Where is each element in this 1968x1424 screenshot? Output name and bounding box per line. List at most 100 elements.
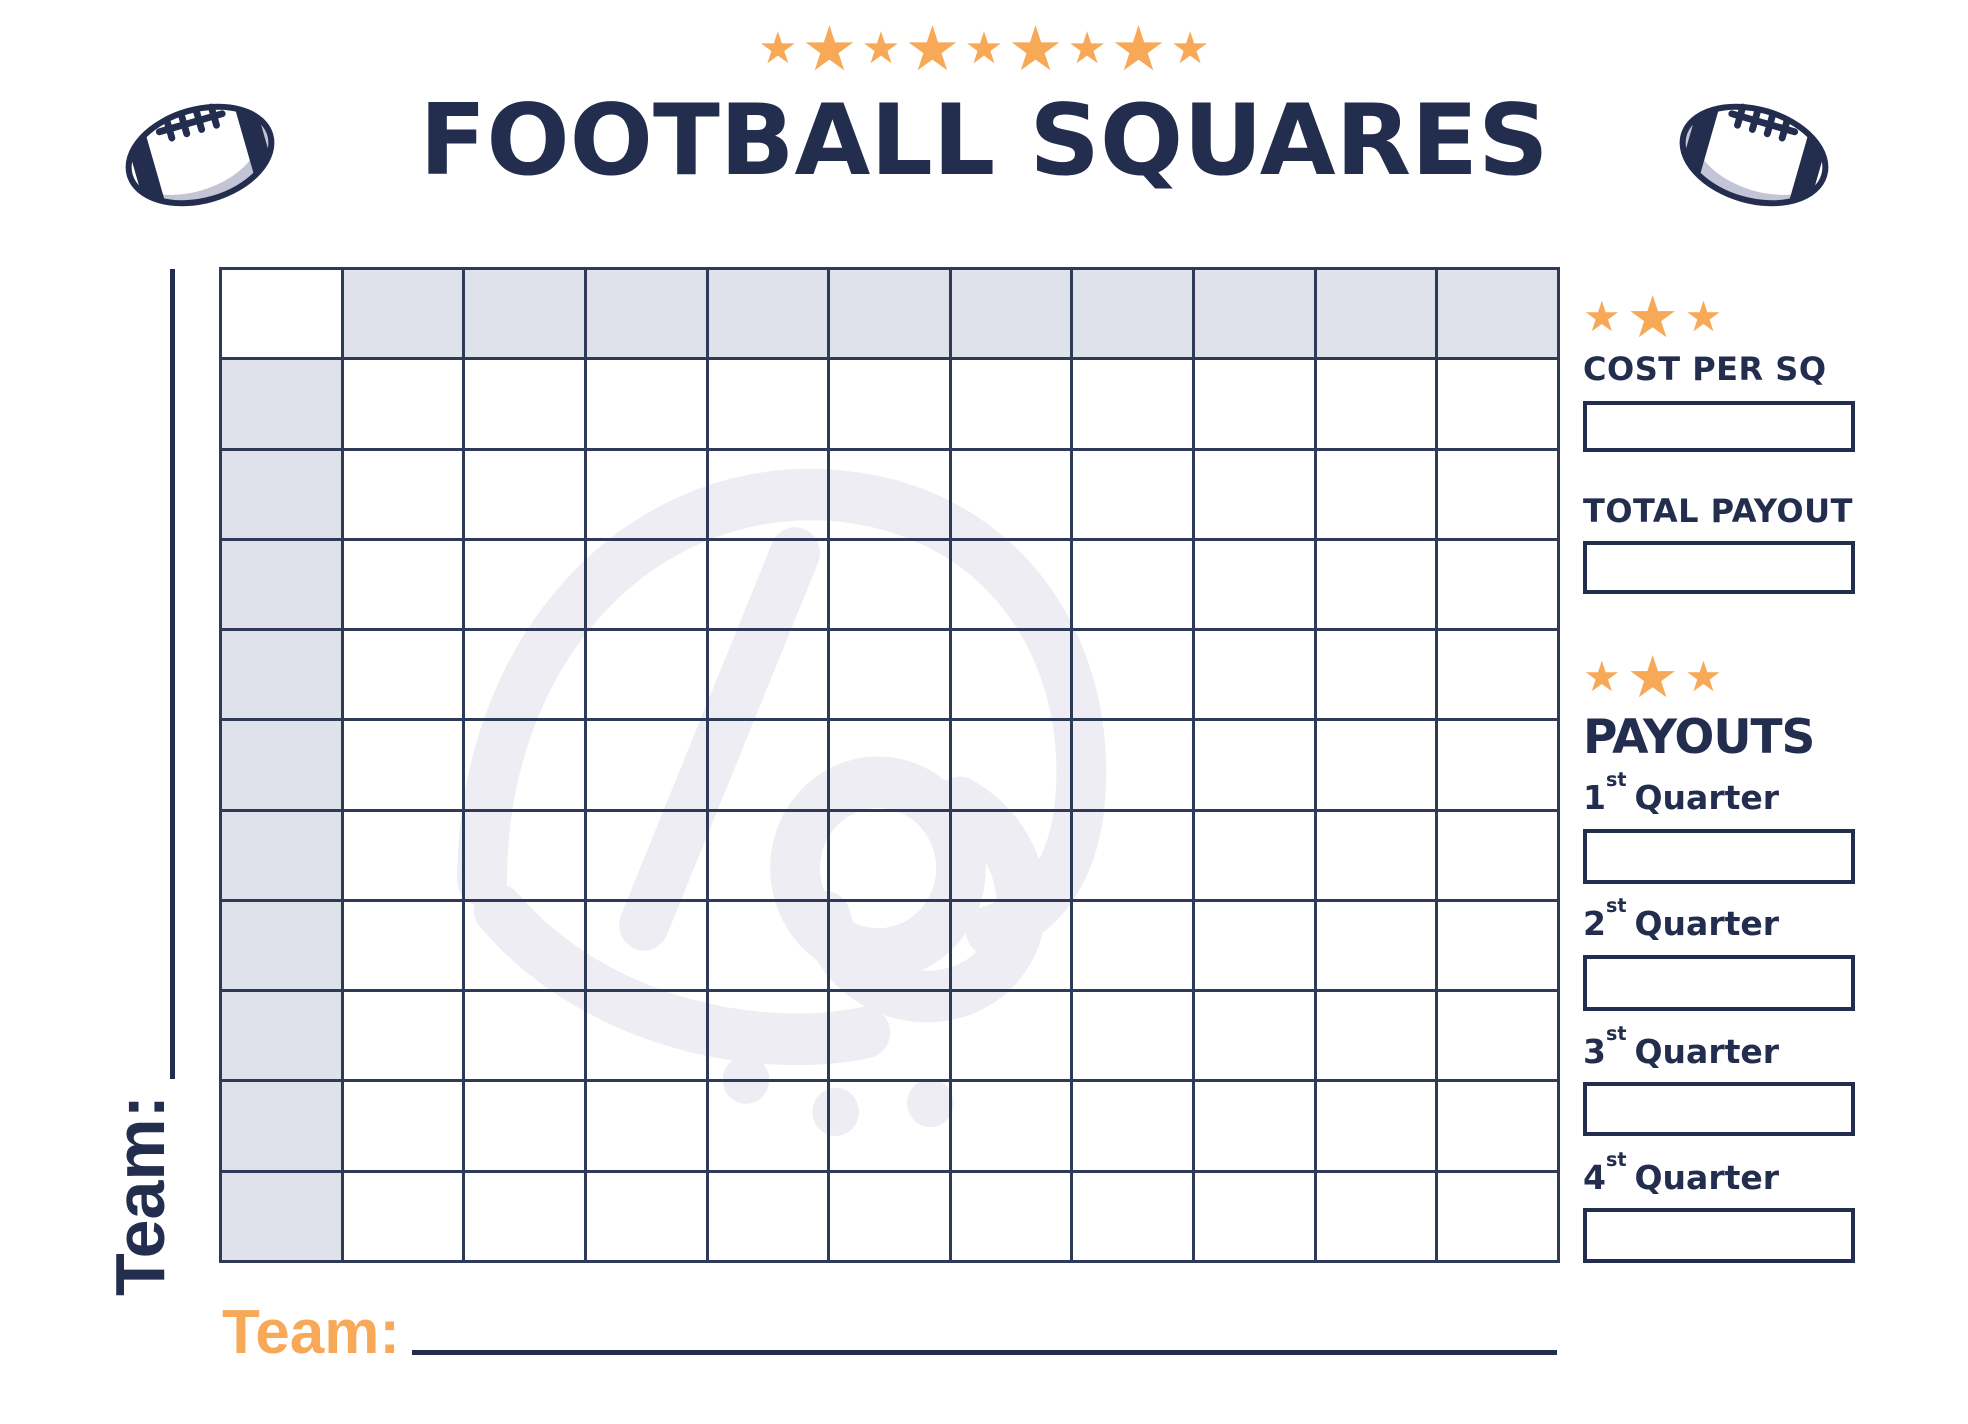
grid-square-cell[interactable] bbox=[1070, 447, 1195, 541]
grid-square-cell[interactable] bbox=[948, 357, 1074, 451]
grid-square-cell[interactable] bbox=[1435, 357, 1560, 451]
grid-square-cell[interactable] bbox=[583, 898, 709, 993]
grid-square-cell[interactable] bbox=[705, 628, 831, 722]
grid-square-cell[interactable] bbox=[340, 1169, 466, 1264]
grid-square-cell[interactable] bbox=[462, 1169, 587, 1264]
grid-square-cell[interactable] bbox=[340, 357, 466, 451]
grid-square-cell[interactable] bbox=[462, 989, 587, 1083]
grid-square-cell[interactable] bbox=[583, 1169, 709, 1264]
grid-number-cell-left[interactable] bbox=[219, 628, 344, 722]
grid-square-cell[interactable] bbox=[583, 989, 709, 1083]
grid-square-cell[interactable] bbox=[827, 1079, 952, 1173]
grid-square-cell[interactable] bbox=[1192, 357, 1317, 451]
grid-number-cell-top[interactable] bbox=[1435, 266, 1560, 361]
grid-square-cell[interactable] bbox=[1192, 718, 1317, 812]
grid-square-cell[interactable] bbox=[705, 537, 831, 632]
grid-square-cell[interactable] bbox=[340, 898, 466, 993]
grid-square-cell[interactable] bbox=[340, 628, 466, 722]
grid-square-cell[interactable] bbox=[705, 1079, 831, 1173]
grid-square-cell[interactable] bbox=[1192, 808, 1317, 902]
grid-square-cell[interactable] bbox=[1192, 628, 1317, 722]
grid-square-cell[interactable] bbox=[705, 718, 831, 812]
grid-square-cell[interactable] bbox=[705, 898, 831, 993]
grid-square-cell[interactable] bbox=[948, 718, 1074, 812]
grid-square-cell[interactable] bbox=[827, 537, 952, 632]
grid-number-cell-left[interactable] bbox=[219, 357, 344, 451]
grid-square-cell[interactable] bbox=[1435, 537, 1560, 632]
grid-square-cell[interactable] bbox=[583, 1079, 709, 1173]
grid-square-cell[interactable] bbox=[1313, 1079, 1439, 1173]
grid-number-cell-left[interactable] bbox=[219, 989, 344, 1083]
grid-square-cell[interactable] bbox=[948, 989, 1074, 1083]
grid-number-cell-top[interactable] bbox=[827, 266, 952, 361]
grid-number-cell-top[interactable] bbox=[340, 266, 466, 361]
grid-square-cell[interactable] bbox=[340, 808, 466, 902]
grid-square-cell[interactable] bbox=[583, 447, 709, 541]
grid-square-cell[interactable] bbox=[462, 628, 587, 722]
grid-number-cell-top[interactable] bbox=[1192, 266, 1317, 361]
grid-square-cell[interactable] bbox=[340, 1079, 466, 1173]
grid-square-cell[interactable] bbox=[462, 537, 587, 632]
grid-square-cell[interactable] bbox=[1435, 1169, 1560, 1264]
grid-square-cell[interactable] bbox=[1435, 718, 1560, 812]
grid-square-cell[interactable] bbox=[1313, 357, 1439, 451]
grid-number-cell-left[interactable] bbox=[219, 1079, 344, 1173]
grid-square-cell[interactable] bbox=[705, 989, 831, 1083]
grid-square-cell[interactable] bbox=[948, 808, 1074, 902]
quarter-3-payout-input[interactable] bbox=[1583, 1082, 1855, 1136]
grid-number-cell-left[interactable] bbox=[219, 718, 344, 812]
grid-number-cell-left[interactable] bbox=[219, 898, 344, 993]
grid-square-cell[interactable] bbox=[1313, 898, 1439, 993]
grid-square-cell[interactable] bbox=[462, 898, 587, 993]
grid-square-cell[interactable] bbox=[340, 447, 466, 541]
grid-square-cell[interactable] bbox=[705, 447, 831, 541]
grid-square-cell[interactable] bbox=[705, 1169, 831, 1264]
grid-square-cell[interactable] bbox=[583, 628, 709, 722]
grid-square-cell[interactable] bbox=[1313, 628, 1439, 722]
grid-number-cell-top[interactable] bbox=[1070, 266, 1195, 361]
grid-number-cell-top[interactable] bbox=[705, 266, 831, 361]
grid-square-cell[interactable] bbox=[1313, 718, 1439, 812]
grid-square-cell[interactable] bbox=[827, 989, 952, 1083]
grid-square-cell[interactable] bbox=[827, 628, 952, 722]
team-name-line-bottom[interactable] bbox=[412, 1350, 1557, 1355]
grid-square-cell[interactable] bbox=[462, 357, 587, 451]
grid-number-cell-top[interactable] bbox=[1313, 266, 1439, 361]
grid-square-cell[interactable] bbox=[462, 1079, 587, 1173]
grid-square-cell[interactable] bbox=[1192, 1169, 1317, 1264]
grid-square-cell[interactable] bbox=[1313, 989, 1439, 1083]
grid-square-cell[interactable] bbox=[1192, 537, 1317, 632]
quarter-1-payout-input[interactable] bbox=[1583, 829, 1855, 884]
grid-number-cell-top[interactable] bbox=[462, 266, 587, 361]
grid-number-cell-left[interactable] bbox=[219, 808, 344, 902]
grid-square-cell[interactable] bbox=[1192, 447, 1317, 541]
grid-square-cell[interactable] bbox=[583, 808, 709, 902]
grid-square-cell[interactable] bbox=[462, 808, 587, 902]
grid-square-cell[interactable] bbox=[1435, 898, 1560, 993]
grid-number-cell-left[interactable] bbox=[219, 447, 344, 541]
grid-square-cell[interactable] bbox=[1313, 1169, 1439, 1264]
grid-square-cell[interactable] bbox=[827, 447, 952, 541]
grid-square-cell[interactable] bbox=[1435, 989, 1560, 1083]
grid-square-cell[interactable] bbox=[583, 357, 709, 451]
grid-square-cell[interactable] bbox=[1070, 628, 1195, 722]
quarter-4-payout-input[interactable] bbox=[1583, 1208, 1855, 1263]
grid-corner-cell[interactable] bbox=[219, 266, 344, 361]
grid-square-cell[interactable] bbox=[705, 808, 831, 902]
grid-square-cell[interactable] bbox=[1313, 808, 1439, 902]
grid-square-cell[interactable] bbox=[827, 808, 952, 902]
grid-square-cell[interactable] bbox=[1070, 1169, 1195, 1264]
grid-number-cell-top[interactable] bbox=[948, 266, 1074, 361]
grid-square-cell[interactable] bbox=[1070, 808, 1195, 902]
grid-square-cell[interactable] bbox=[948, 898, 1074, 993]
grid-square-cell[interactable] bbox=[1070, 989, 1195, 1083]
grid-square-cell[interactable] bbox=[827, 357, 952, 451]
grid-square-cell[interactable] bbox=[948, 447, 1074, 541]
grid-square-cell[interactable] bbox=[1192, 898, 1317, 993]
grid-square-cell[interactable] bbox=[1435, 447, 1560, 541]
grid-square-cell[interactable] bbox=[1070, 537, 1195, 632]
grid-square-cell[interactable] bbox=[1313, 537, 1439, 632]
grid-square-cell[interactable] bbox=[948, 537, 1074, 632]
cost-per-sq-input[interactable] bbox=[1583, 401, 1855, 452]
total-payout-input[interactable] bbox=[1583, 541, 1855, 594]
